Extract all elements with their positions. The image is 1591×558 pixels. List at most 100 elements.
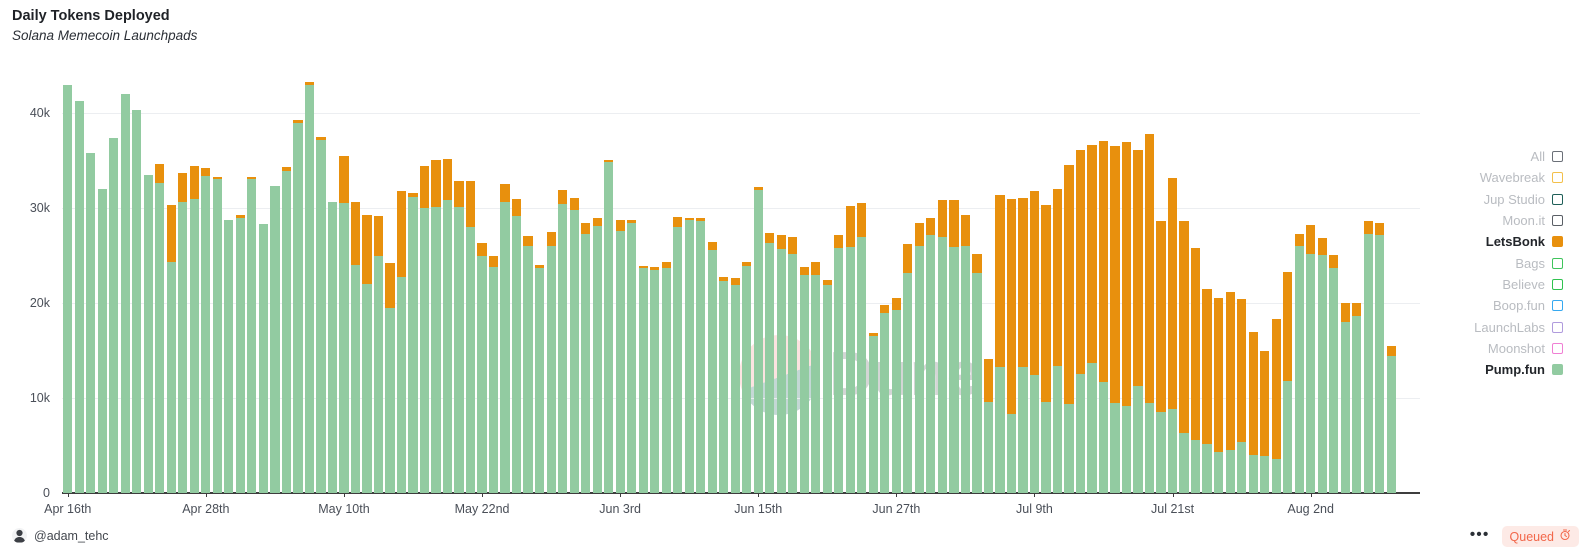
bar-column[interactable] [477, 243, 487, 493]
bar-column[interactable] [914, 223, 924, 493]
bar-column[interactable] [155, 164, 165, 493]
bar-column[interactable] [1110, 146, 1120, 493]
bar-column[interactable] [949, 200, 959, 493]
bar-column[interactable] [845, 206, 855, 493]
bar-column[interactable] [1225, 291, 1235, 493]
bar-column[interactable] [788, 237, 798, 493]
bar-column[interactable] [891, 298, 901, 493]
bar-column[interactable] [1167, 177, 1178, 493]
bar-column[interactable] [488, 255, 499, 493]
bar-column[interactable] [696, 217, 706, 493]
bar-column[interactable] [178, 172, 188, 493]
bar-column[interactable] [511, 198, 522, 493]
bar-column[interactable] [1029, 190, 1040, 493]
author-block[interactable]: @adam_tehc [12, 528, 109, 543]
bar-column[interactable] [1306, 225, 1316, 493]
bar-column[interactable] [719, 277, 729, 493]
bar-column[interactable] [1006, 198, 1017, 493]
bar-column[interactable] [120, 94, 130, 493]
bar-column[interactable] [270, 186, 280, 493]
bar-column[interactable] [327, 202, 338, 493]
bar-column[interactable] [109, 137, 119, 493]
bar-column[interactable] [880, 304, 890, 493]
bar-column[interactable] [1213, 298, 1224, 493]
bar-column[interactable] [1271, 319, 1281, 493]
legend-checkbox[interactable] [1552, 236, 1563, 248]
legend-checkbox[interactable] [1552, 278, 1563, 290]
bar-column[interactable] [742, 262, 752, 493]
bar-column[interactable] [1363, 221, 1373, 493]
legend-checkbox[interactable] [1552, 364, 1563, 376]
bar-column[interactable] [1018, 197, 1028, 493]
legend-item-boop-fun[interactable]: Boop.fun [1493, 295, 1563, 316]
bar-column[interactable] [1317, 238, 1327, 493]
bar-column[interactable] [63, 85, 73, 493]
bar-column[interactable] [247, 176, 257, 493]
bar-column[interactable] [960, 214, 970, 493]
bar-column[interactable] [1329, 254, 1339, 493]
bar-column[interactable] [408, 192, 418, 493]
bar-column[interactable] [1237, 299, 1247, 493]
bar-column[interactable] [396, 190, 407, 493]
bar-column[interactable] [822, 280, 832, 493]
bar-column[interactable] [1248, 331, 1258, 493]
bar-column[interactable] [983, 359, 994, 493]
bar-column[interactable] [304, 81, 315, 493]
legend-item-moonshot[interactable]: Moonshot [1488, 338, 1563, 359]
bar-column[interactable] [937, 200, 947, 493]
bar-column[interactable] [903, 244, 913, 493]
legend-item-moon-it[interactable]: Moon.it [1502, 210, 1563, 231]
more-options-button[interactable]: ••• [1469, 526, 1490, 543]
bar-column[interactable] [385, 263, 395, 493]
bar-column[interactable] [753, 187, 763, 493]
bar-column[interactable] [373, 215, 384, 493]
bar-column[interactable] [454, 181, 464, 493]
bar-column[interactable] [465, 181, 476, 493]
bar-column[interactable] [1260, 350, 1270, 493]
bar-column[interactable] [316, 136, 326, 493]
bar-column[interactable] [362, 214, 372, 493]
legend-item-bags[interactable]: Bags [1515, 252, 1563, 273]
bar-column[interactable] [638, 265, 648, 493]
legend-checkbox[interactable] [1552, 342, 1563, 354]
bar-column[interactable] [615, 220, 625, 493]
bar-column[interactable] [650, 266, 660, 493]
legend-item-all[interactable]: All [1531, 146, 1563, 167]
bar-column[interactable] [534, 265, 545, 493]
bar-column[interactable] [811, 262, 821, 493]
bar-column[interactable] [1052, 189, 1063, 493]
bar-column[interactable] [201, 168, 211, 493]
legend-checkbox[interactable] [1552, 193, 1563, 205]
bar-column[interactable] [1121, 142, 1132, 493]
bar-column[interactable] [166, 205, 176, 493]
bar-column[interactable] [1098, 140, 1109, 493]
bar-column[interactable] [1294, 233, 1304, 493]
bar-column[interactable] [442, 158, 453, 493]
bar-column[interactable] [604, 159, 614, 493]
bar-column[interactable] [627, 220, 637, 493]
bar-column[interactable] [995, 194, 1005, 493]
legend-checkbox[interactable] [1552, 215, 1563, 227]
bar-column[interactable] [558, 189, 568, 493]
legend-item-wavebreak[interactable]: Wavebreak [1480, 167, 1563, 188]
bar-column[interactable] [419, 166, 430, 493]
bar-column[interactable] [189, 166, 199, 493]
bar-column[interactable] [857, 203, 867, 493]
bar-column[interactable] [258, 224, 268, 493]
bar-column[interactable] [1041, 205, 1051, 493]
bar-column[interactable] [1190, 247, 1201, 493]
bar-column[interactable] [97, 189, 107, 493]
bar-column[interactable] [293, 119, 303, 493]
bar-column[interactable] [834, 234, 844, 493]
bar-column[interactable] [661, 262, 671, 493]
status-badge[interactable]: Queued [1501, 526, 1579, 547]
bar-column[interactable] [224, 220, 234, 493]
bar-column[interactable] [1179, 221, 1189, 493]
bar-column[interactable] [1352, 303, 1362, 493]
bar-column[interactable] [546, 231, 556, 493]
bar-column[interactable] [707, 242, 717, 493]
legend-checkbox[interactable] [1552, 321, 1563, 333]
legend-item-believe[interactable]: Believe [1502, 274, 1563, 295]
bar-column[interactable] [1202, 288, 1212, 493]
bar-column[interactable] [1087, 145, 1097, 493]
